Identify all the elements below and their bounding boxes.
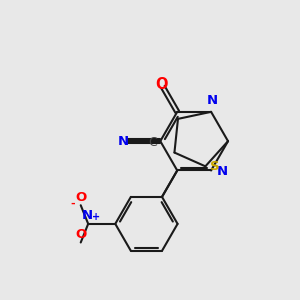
Text: O: O [75, 191, 86, 204]
Text: -: - [71, 199, 75, 209]
Text: +: + [92, 212, 101, 221]
Text: N: N [207, 94, 218, 106]
Text: O: O [75, 228, 86, 241]
Text: N: N [82, 209, 93, 222]
Text: C: C [148, 136, 158, 149]
Text: N: N [217, 166, 228, 178]
Text: S: S [210, 160, 219, 173]
Text: N: N [117, 135, 128, 148]
Text: O: O [155, 77, 168, 92]
